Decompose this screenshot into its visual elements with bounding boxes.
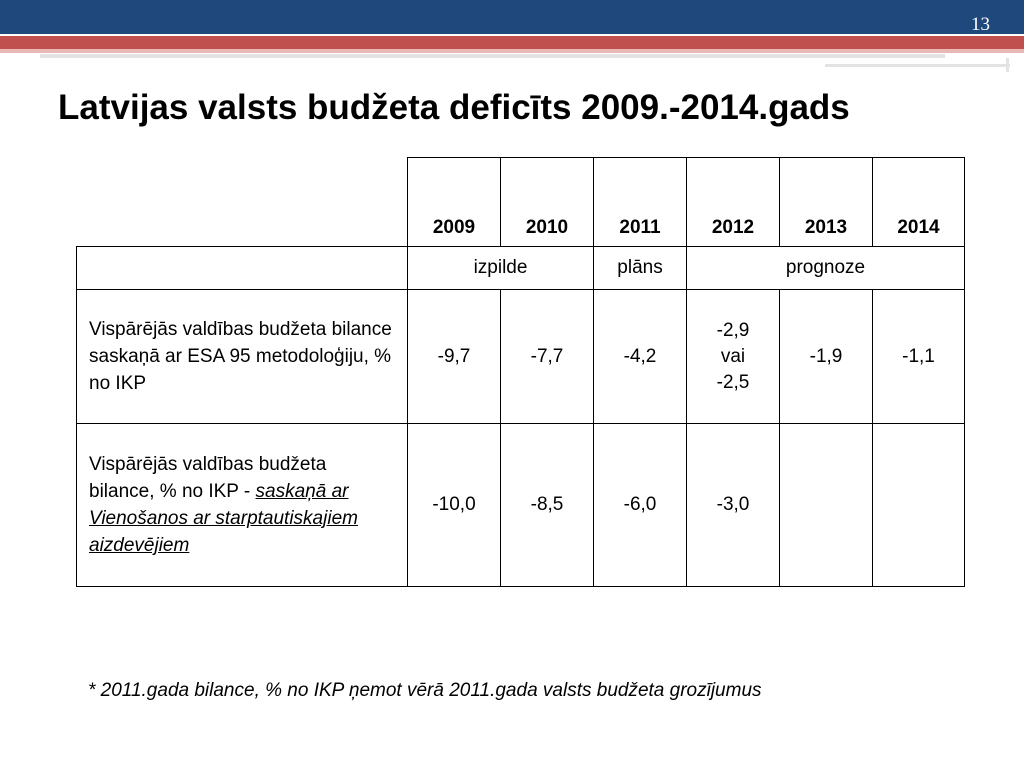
header-bar-pink bbox=[0, 49, 1024, 53]
value-esa-2013: -1,9 bbox=[779, 289, 873, 424]
value-esa-2011: -4,2 bbox=[593, 289, 687, 424]
value-agreement-2009: -10,0 bbox=[407, 423, 501, 587]
row-label-agreement: Vispārējās valdības budžeta bilance, % n… bbox=[76, 423, 408, 587]
footnote: * 2011.gada bilance, % no IKP ņemot vērā… bbox=[88, 680, 762, 701]
value-esa-2012-line-2: vai bbox=[720, 345, 746, 367]
year-header-2010: 2010 bbox=[500, 157, 594, 247]
value-esa-2012-line-3: -2,5 bbox=[716, 371, 750, 393]
year-header-2011: 2011 bbox=[593, 157, 687, 247]
year-header-2014: 2014 bbox=[872, 157, 965, 247]
status-plans: plāns bbox=[593, 246, 687, 290]
value-agreement-2012: -3,0 bbox=[686, 423, 780, 587]
header-bar-red bbox=[0, 36, 1024, 49]
empty-corner-cell bbox=[76, 157, 408, 247]
year-header-2012: 2012 bbox=[686, 157, 780, 247]
header-line-gray-vertical bbox=[1006, 58, 1009, 72]
value-esa-2012: -2,9 vai -2,5 bbox=[686, 289, 780, 424]
row-label-agreement-main: Vispārējās valdības budžeta bilance, % n… bbox=[89, 454, 327, 502]
year-header-row: 2009 2010 2011 2012 2013 2014 bbox=[76, 157, 965, 247]
row-label-esa: Vispārējās valdības budžeta bilance sask… bbox=[76, 289, 408, 424]
header-line-gray bbox=[40, 54, 945, 58]
table-row-esa: Vispārējās valdības budžeta bilance sask… bbox=[76, 289, 965, 424]
value-esa-2014: -1,1 bbox=[872, 289, 965, 424]
year-header-2013: 2013 bbox=[779, 157, 873, 247]
row-label-agreement-prefix: - bbox=[243, 481, 256, 502]
slide-number: 13 bbox=[971, 14, 990, 35]
value-agreement-2011: -6,0 bbox=[593, 423, 687, 587]
year-header-2009: 2009 bbox=[407, 157, 501, 247]
deficit-table: 2009 2010 2011 2012 2013 2014 izpilde pl… bbox=[76, 157, 965, 587]
status-row-label-cell bbox=[76, 246, 408, 290]
header-bar-navy bbox=[0, 0, 1024, 34]
value-agreement-2014 bbox=[872, 423, 965, 587]
status-izpilde: izpilde bbox=[407, 246, 594, 290]
row-label-agreement-note: saskaņā ar Vienošanos ar starptautiskaji… bbox=[89, 481, 358, 556]
value-esa-2010: -7,7 bbox=[500, 289, 594, 424]
slide-title: Latvijas valsts budžeta deficīts 2009.-2… bbox=[58, 88, 850, 127]
header-line-gray-short bbox=[825, 64, 1010, 67]
value-esa-2009: -9,7 bbox=[407, 289, 501, 424]
value-agreement-2010: -8,5 bbox=[500, 423, 594, 587]
table-row-agreement: Vispārējās valdības budžeta bilance, % n… bbox=[76, 423, 965, 587]
status-row: izpilde plāns prognoze bbox=[76, 246, 965, 290]
status-prognoze: prognoze bbox=[686, 246, 965, 290]
value-agreement-2013 bbox=[779, 423, 873, 587]
value-esa-2012-line-1: -2,9 bbox=[716, 319, 750, 341]
